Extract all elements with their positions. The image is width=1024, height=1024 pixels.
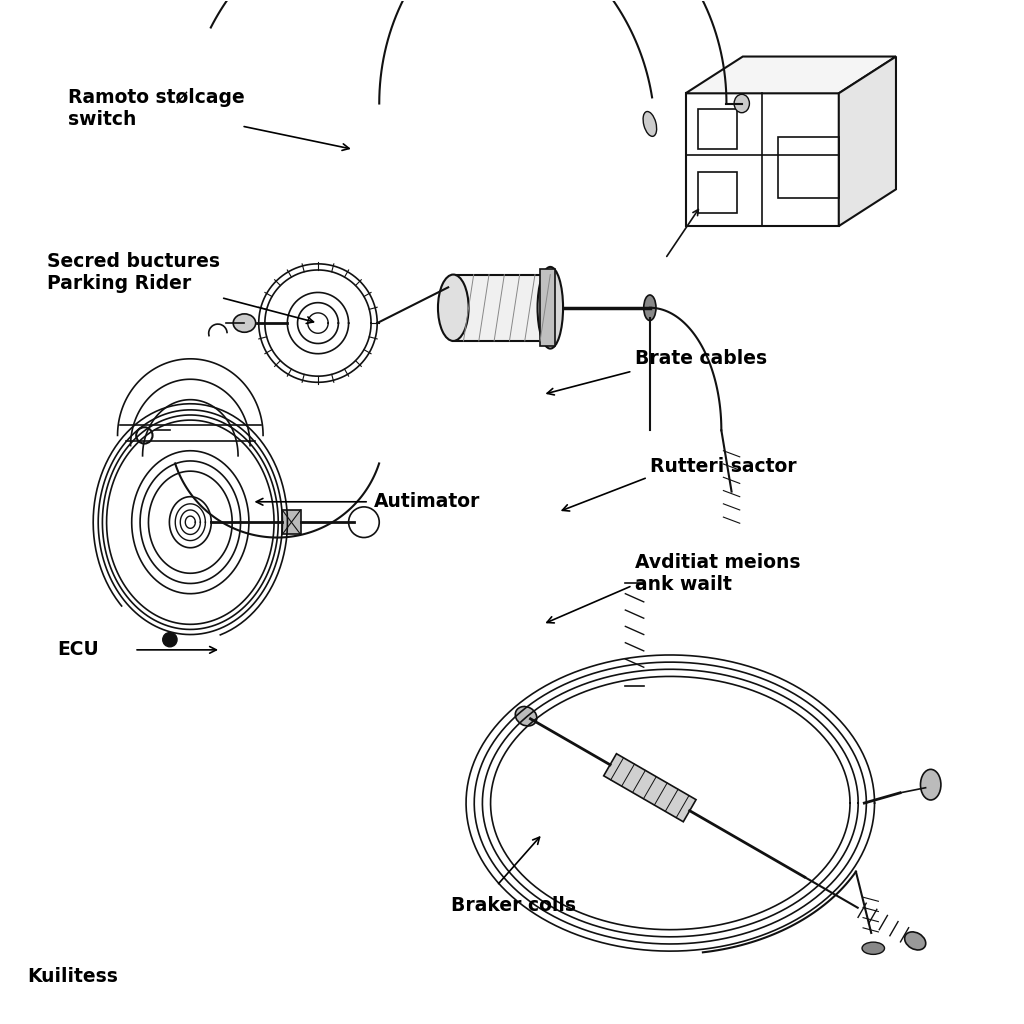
Polygon shape	[686, 56, 896, 93]
Polygon shape	[839, 56, 896, 226]
Text: Secred buctures
Parking Rider: Secred buctures Parking Rider	[47, 252, 220, 293]
Text: ECU: ECU	[57, 640, 99, 659]
Bar	[698, 172, 736, 213]
Ellipse shape	[644, 295, 656, 321]
Polygon shape	[454, 274, 550, 341]
Ellipse shape	[862, 942, 885, 954]
Text: Braker colls: Braker colls	[451, 896, 575, 914]
Ellipse shape	[643, 112, 656, 136]
Text: Ramoto stølcage
switch: Ramoto stølcage switch	[68, 88, 245, 129]
Text: Brate cables: Brate cables	[635, 349, 767, 369]
Polygon shape	[686, 93, 839, 226]
Polygon shape	[604, 754, 696, 822]
Ellipse shape	[515, 707, 537, 726]
Ellipse shape	[921, 769, 941, 800]
Bar	[540, 269, 555, 346]
Ellipse shape	[734, 94, 750, 113]
Text: Rutteri sactor: Rutteri sactor	[650, 457, 797, 475]
Text: Kuilitess: Kuilitess	[27, 967, 118, 986]
Bar	[698, 109, 736, 150]
Bar	[283, 510, 301, 535]
Ellipse shape	[438, 274, 469, 341]
Text: Avditiat meions
ank wailt: Avditiat meions ank wailt	[635, 553, 800, 594]
Ellipse shape	[904, 932, 926, 950]
Bar	[777, 137, 839, 199]
Ellipse shape	[538, 267, 563, 348]
Circle shape	[163, 633, 177, 647]
Ellipse shape	[233, 314, 256, 332]
Text: Autimator: Autimator	[374, 493, 480, 511]
